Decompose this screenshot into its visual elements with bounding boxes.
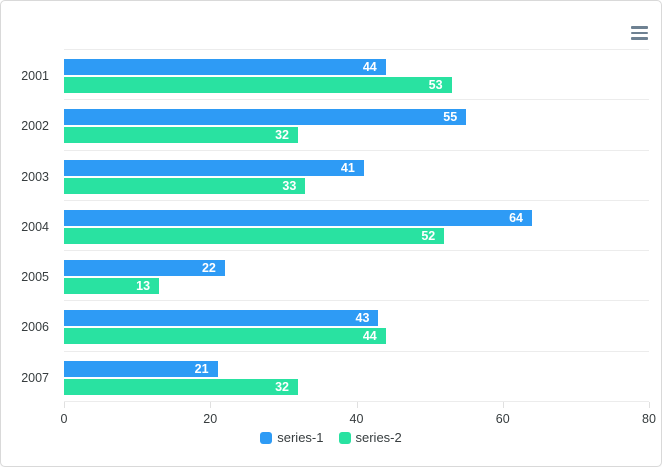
bar-value-label: 44 bbox=[362, 59, 377, 74]
bar-value-label: 44 bbox=[362, 329, 377, 344]
category-row-2002: 2002 55 32 bbox=[21, 100, 649, 151]
x-axis-tick bbox=[64, 402, 65, 408]
y-axis-label: 2007 bbox=[21, 370, 49, 385]
bar-series-1-2007[interactable]: 21 bbox=[64, 360, 218, 377]
bar-series-2-2001[interactable]: 53 bbox=[64, 77, 452, 93]
legend: series-1 series-2 bbox=[1, 430, 661, 445]
x-axis-tick bbox=[356, 402, 358, 408]
bar-series-1-2005[interactable]: 22 bbox=[64, 260, 225, 277]
bar-value-label: 52 bbox=[421, 228, 436, 243]
legend-item-series-1[interactable]: series-1 bbox=[260, 430, 324, 445]
legend-label: series-1 bbox=[277, 430, 324, 445]
bar-series-1-2003[interactable]: 41 bbox=[64, 159, 364, 176]
y-axis-label: 2005 bbox=[21, 270, 49, 285]
bar-value-label: 64 bbox=[509, 210, 523, 225]
legend-marker bbox=[338, 431, 351, 444]
menu-icon-bar bbox=[631, 31, 648, 35]
category-row-2001: 2001 44 53 bbox=[21, 50, 649, 101]
bar-value-label: 33 bbox=[282, 178, 297, 193]
x-axis-tick-label: 60 bbox=[495, 412, 510, 426]
bar-series-1-2002[interactable]: 55 bbox=[64, 109, 467, 126]
category-row-2005: 2005 22 13 bbox=[21, 251, 649, 302]
plot-area: 2001 44 53 2002 55 32 2003 41 33 2004 64 52 2005 22 13… bbox=[21, 49, 649, 402]
x-axis-tick-label: 0 bbox=[60, 412, 68, 426]
category-row-2004: 2004 64 52 bbox=[21, 201, 649, 252]
y-axis-label: 2006 bbox=[21, 320, 49, 335]
x-axis-tick bbox=[649, 402, 650, 408]
bar-series-2-2002[interactable]: 32 bbox=[64, 127, 298, 144]
legend-label: series-2 bbox=[355, 430, 402, 445]
bar-value-label: 41 bbox=[340, 160, 355, 175]
menu-icon-bar bbox=[631, 37, 648, 40]
y-axis-label: 2004 bbox=[21, 219, 49, 234]
bar-value-label: 32 bbox=[275, 128, 289, 143]
y-axis-label: 2001 bbox=[21, 69, 49, 83]
bar-series-2-2005[interactable]: 13 bbox=[64, 278, 160, 295]
category-row-2007: 2007 21 32 bbox=[21, 352, 649, 402]
bar-series-1-2001[interactable]: 44 bbox=[64, 59, 386, 75]
bar-series-1-2006[interactable]: 43 bbox=[64, 310, 379, 327]
category-row-2006: 2006 43 44 bbox=[21, 301, 649, 352]
x-axis-tick-label: 40 bbox=[349, 412, 364, 426]
bar-series-2-2004[interactable]: 52 bbox=[64, 227, 445, 244]
x-axis-tick bbox=[502, 402, 504, 408]
x-axis: 0 20 40 60 80 bbox=[60, 402, 656, 430]
bar-value-label: 43 bbox=[355, 311, 370, 326]
legend-marker bbox=[260, 431, 273, 444]
x-axis-tick-label: 20 bbox=[203, 412, 218, 426]
x-axis-tick-label: 80 bbox=[642, 412, 656, 426]
bar-series-2-2007[interactable]: 32 bbox=[64, 378, 298, 395]
menu-icon[interactable] bbox=[631, 26, 648, 40]
y-axis-label: 2002 bbox=[21, 119, 49, 134]
bar-value-label: 22 bbox=[201, 260, 216, 275]
legend-item-series-2[interactable]: series-2 bbox=[338, 430, 402, 445]
x-axis-tick bbox=[210, 402, 212, 408]
bar-series-2-2006[interactable]: 44 bbox=[64, 328, 386, 345]
menu-icon-bar bbox=[631, 26, 648, 29]
bar-value-label: 21 bbox=[194, 361, 209, 376]
bar-value-label: 13 bbox=[136, 278, 151, 293]
category-row-2003: 2003 41 33 bbox=[21, 151, 649, 201]
bar-value-label: 53 bbox=[428, 77, 443, 92]
y-axis-label: 2003 bbox=[21, 169, 49, 184]
bar-series-1-2004[interactable]: 64 bbox=[64, 209, 532, 226]
bar-value-label: 55 bbox=[443, 110, 458, 125]
bar-series-2-2003[interactable]: 33 bbox=[64, 177, 306, 194]
bar-value-label: 32 bbox=[275, 379, 289, 394]
